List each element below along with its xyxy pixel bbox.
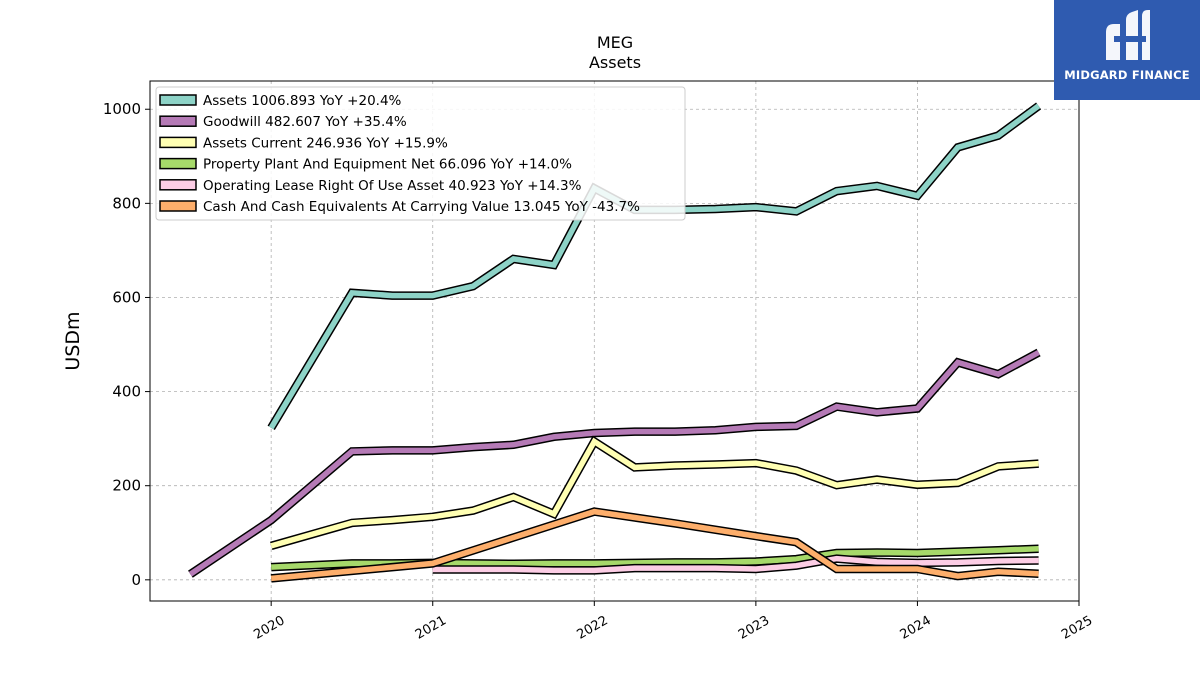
legend-entry: Assets Current 246.936 YoY +15.9% <box>203 135 448 151</box>
y-tick-label: 400 <box>112 383 141 401</box>
x-tick-label: 2022 <box>574 613 610 643</box>
legend-swatch <box>159 179 197 191</box>
x-tick-label: 2020 <box>251 613 287 643</box>
series-line-outline <box>270 435 1039 550</box>
series-line-outline <box>188 348 1041 578</box>
series-layer <box>188 102 1042 583</box>
legend-entry: Assets 1006.893 YoY +20.4% <box>203 93 402 109</box>
legend: Assets 1006.893 YoY +20.4% Goodwill 482.6… <box>155 86 686 221</box>
series-4 <box>432 554 1039 575</box>
x-tick-label: 2025 <box>1059 613 1095 643</box>
chart-subtitle: Assets <box>589 53 641 72</box>
series-line <box>188 350 1040 577</box>
legend-box <box>155 86 686 221</box>
legend-swatch <box>159 94 197 106</box>
y-tick-label: 600 <box>112 288 141 306</box>
y-tick-label: 200 <box>112 477 141 495</box>
y-axis-label: USDm <box>62 311 84 370</box>
series-5 <box>270 507 1039 583</box>
legend-swatch <box>159 115 197 127</box>
legend-entry: Operating Lease Right Of Use Asset 40.92… <box>203 178 582 194</box>
legend-entry: Property Plant And Equipment Net 66.096 … <box>203 157 572 173</box>
x-tick-label: 2021 <box>413 613 449 643</box>
y-tick-label: 1000 <box>103 100 141 118</box>
x-tick-label: 2023 <box>736 613 772 643</box>
legend-entry: Goodwill 482.607 YoY +35.4% <box>203 114 407 130</box>
y-tick-label: 800 <box>112 194 141 212</box>
series-1 <box>188 348 1041 578</box>
legend-swatch <box>159 200 197 212</box>
legend-swatch <box>159 157 197 170</box>
legend-entry: Cash And Cash Equivalents At Carrying Va… <box>203 199 640 215</box>
brand-name: MIDGARD FINANCE <box>1064 68 1190 82</box>
series-line <box>270 437 1039 549</box>
legend-swatch <box>159 136 197 149</box>
plot-frame <box>149 80 1080 602</box>
series-2 <box>270 435 1039 550</box>
series-line <box>270 508 1039 582</box>
y-tick-label: 0 <box>131 571 141 589</box>
x-tick-label: 2024 <box>898 613 934 643</box>
series-line <box>432 555 1039 574</box>
chart-title: MEG <box>597 33 633 52</box>
brand-mark-icon <box>1106 10 1150 60</box>
brand-logo: MIDGARD FINANCE <box>1054 0 1200 100</box>
